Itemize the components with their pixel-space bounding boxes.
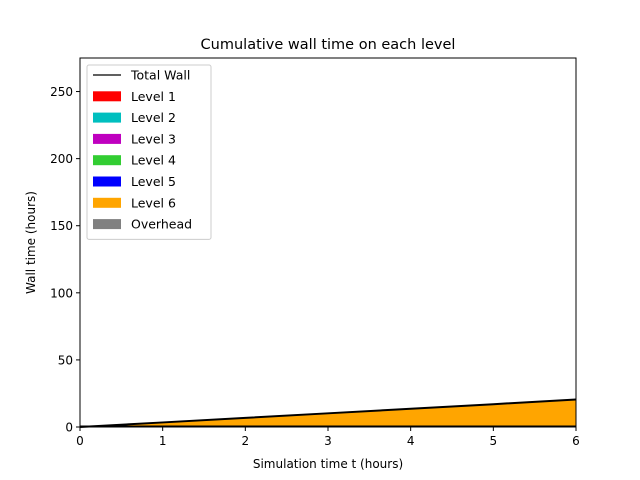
legend-label-level-3: Level 3 — [131, 131, 176, 146]
legend-label-overhead: Overhead — [131, 217, 192, 232]
legend-label-level-5: Level 5 — [131, 174, 176, 189]
y-tick-label: 100 — [50, 286, 73, 300]
legend: Total Wall Level 1 Level 2 Level 3 Level 4 Le… — [86, 64, 212, 240]
x-tick-label: 0 — [76, 434, 84, 448]
y-axis-label: Wall time (hours) — [24, 191, 38, 294]
x-tick-label: 3 — [324, 434, 332, 448]
legend-swatch-level-5 — [93, 176, 121, 187]
y-tick-label: 250 — [50, 85, 73, 99]
legend-box — [86, 64, 212, 240]
legend-label-total-wall: Total Wall — [130, 68, 190, 83]
x-axis-ticks: 0 1 2 3 4 5 6 — [76, 427, 580, 448]
legend-label-level-2: Level 2 — [131, 110, 176, 125]
x-tick-label: 1 — [159, 434, 167, 448]
legend-swatch-level-2 — [93, 112, 121, 123]
chart-title: Cumulative wall time on each level — [201, 37, 456, 53]
y-tick-label: 150 — [50, 219, 73, 233]
y-tick-label: 200 — [50, 152, 73, 166]
x-tick-label: 4 — [407, 434, 415, 448]
y-tick-label: 0 — [65, 421, 73, 435]
y-tick-label: 50 — [58, 353, 73, 367]
legend-swatch-level-1 — [93, 91, 121, 102]
legend-swatch-level-6 — [93, 197, 121, 208]
legend-label-level-1: Level 1 — [131, 89, 176, 104]
x-axis-label: Simulation time t (hours) — [253, 457, 403, 471]
area-level-6 — [80, 399, 576, 427]
total-wall-line — [79, 398, 577, 428]
legend-swatch-overhead — [93, 219, 121, 230]
x-tick-label: 2 — [242, 434, 250, 448]
legend-swatch-level-3 — [93, 133, 121, 144]
legend-label-level-6: Level 6 — [131, 195, 176, 210]
y-axis-ticks: 0 50 100 150 200 250 — [50, 85, 80, 435]
legend-label-level-4: Level 4 — [131, 153, 176, 168]
x-tick-label: 6 — [572, 434, 580, 448]
legend-swatch-level-4 — [93, 155, 121, 166]
x-tick-label: 5 — [490, 434, 498, 448]
